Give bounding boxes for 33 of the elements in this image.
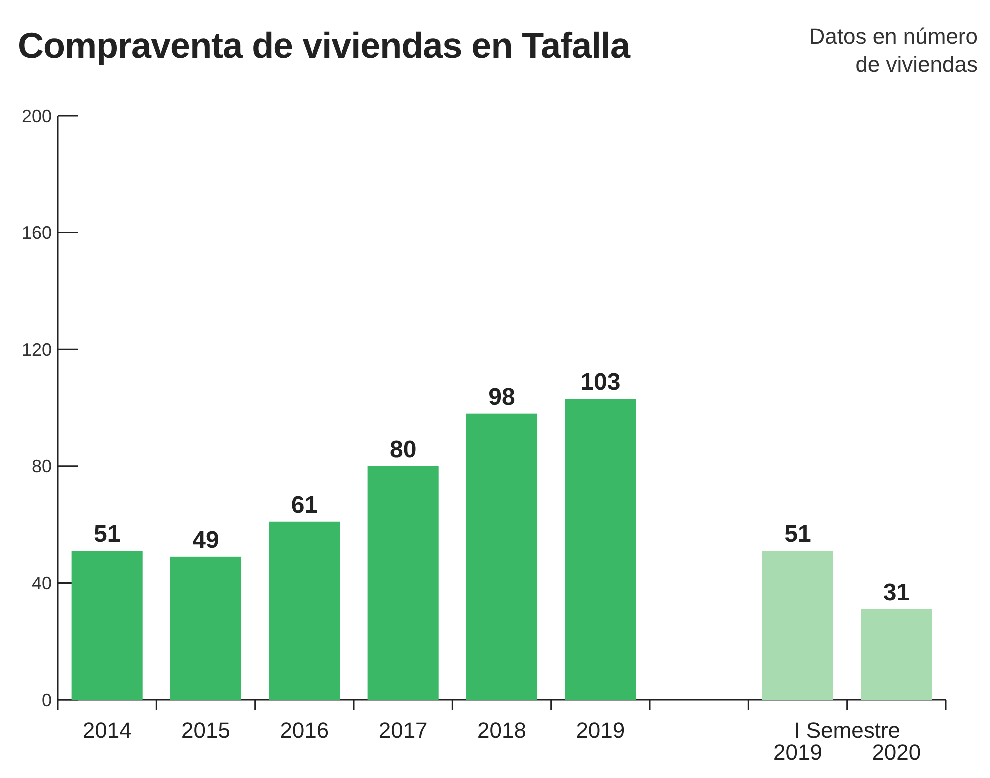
data-label: 103 bbox=[580, 369, 621, 396]
bar bbox=[565, 399, 636, 700]
y-tick-label: 160 bbox=[22, 223, 52, 244]
y-tick-label: 80 bbox=[32, 456, 52, 477]
data-label: 80 bbox=[390, 436, 417, 464]
chart-subtitle: Datos en número de viviendas bbox=[809, 24, 978, 77]
y-tick-label: 120 bbox=[22, 340, 52, 360]
x-tick-label: 2014 bbox=[82, 718, 132, 743]
bar bbox=[269, 522, 340, 700]
data-label: 49 bbox=[192, 526, 220, 554]
bar bbox=[368, 466, 439, 700]
x-tick-label: 2019 bbox=[774, 740, 822, 765]
data-label: 31 bbox=[883, 579, 910, 606]
bar bbox=[762, 551, 834, 700]
chart-title: Compraventa de viviendas en Tafalla bbox=[18, 25, 632, 66]
x-tick-label: 2015 bbox=[182, 718, 230, 743]
y-tick-label: 200 bbox=[22, 106, 52, 126]
y-tick-label: 0 bbox=[42, 690, 52, 710]
x-tick-label: 2019 bbox=[576, 718, 626, 743]
text: I Semestre bbox=[794, 718, 901, 743]
x-tick-label: 2018 bbox=[478, 718, 526, 743]
x-tick-label: 2020 bbox=[872, 740, 922, 765]
data-label: 98 bbox=[488, 384, 516, 411]
y-tick-label: 40 bbox=[32, 574, 52, 594]
bar bbox=[466, 414, 538, 700]
x-tick-label: 2017 bbox=[378, 718, 428, 743]
x-tick-label: 2016 bbox=[280, 718, 330, 743]
bar bbox=[170, 556, 242, 700]
bar bbox=[861, 609, 932, 700]
data-label: 61 bbox=[291, 492, 318, 519]
bar bbox=[72, 551, 143, 700]
data-label: 51 bbox=[784, 521, 812, 548]
data-label: 51 bbox=[94, 521, 121, 548]
